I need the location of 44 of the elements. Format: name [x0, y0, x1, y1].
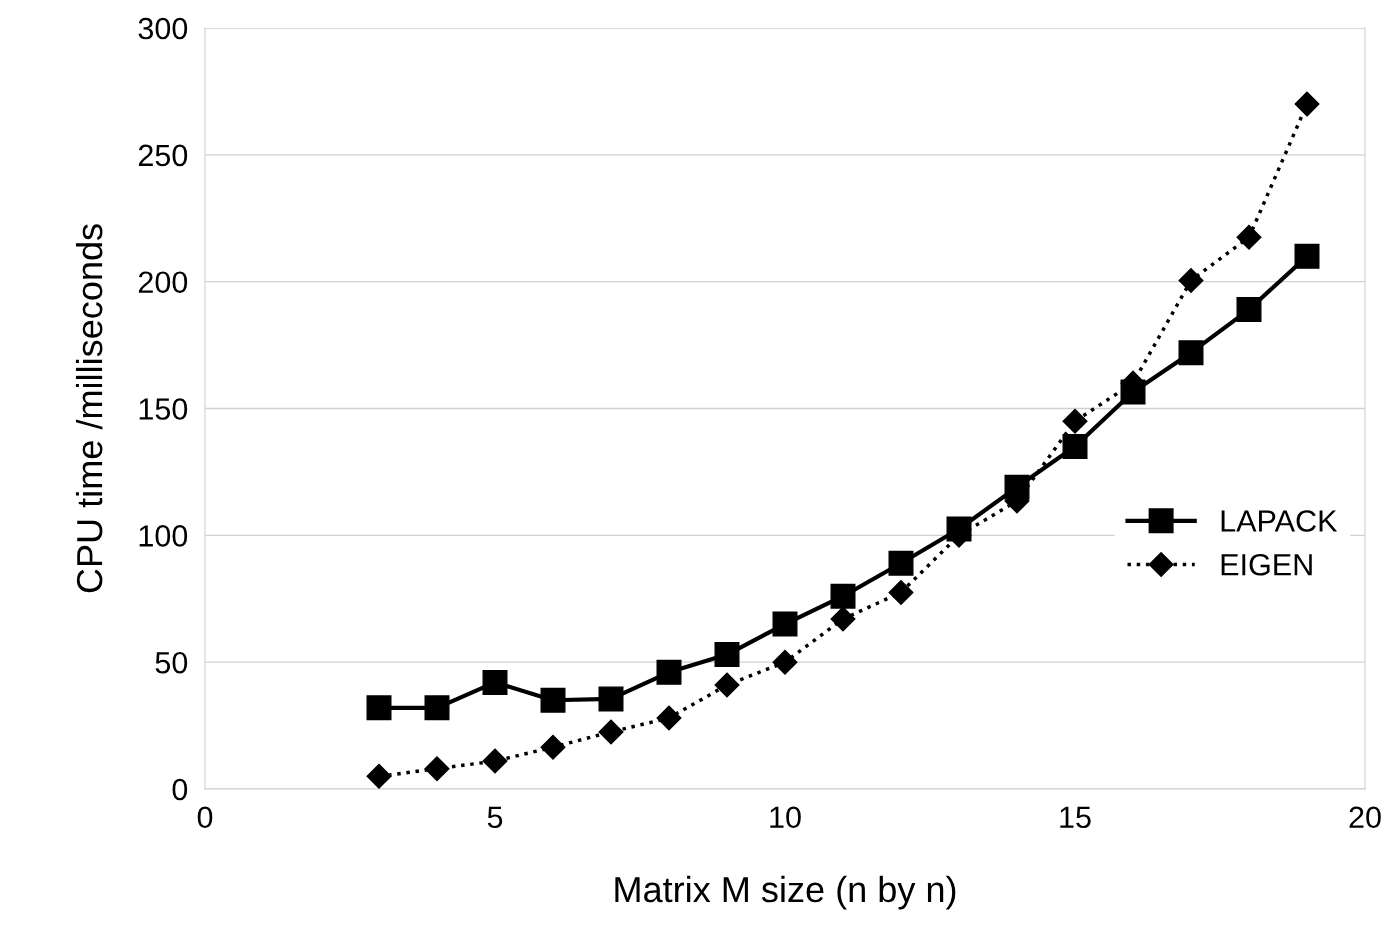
point [540, 687, 566, 713]
point [772, 611, 798, 637]
point [888, 579, 914, 605]
point [424, 756, 450, 782]
x-tick-label: 20 [1349, 806, 1381, 829]
y-tick-label: 200 [138, 271, 188, 294]
point [830, 606, 856, 632]
point [656, 705, 682, 731]
point [1294, 243, 1320, 269]
legend-label: LAPACK [1221, 510, 1338, 532]
point [1178, 340, 1204, 366]
point [540, 734, 566, 760]
x-tick-label: 15 [1060, 806, 1091, 829]
point [1062, 434, 1088, 460]
y-tick-label: 250 [138, 144, 188, 167]
y-tick-label: 100 [139, 525, 188, 547]
point [888, 550, 914, 576]
point [1062, 408, 1088, 434]
point [366, 763, 392, 789]
x-axis-title: Matrix M size (n by n) [615, 875, 956, 910]
y-tick-label: 0 [172, 778, 188, 801]
point [656, 659, 682, 685]
point [1236, 224, 1262, 250]
point [424, 695, 450, 721]
point [482, 748, 508, 774]
x-tick-label: 0 [197, 806, 213, 829]
legend-label: EIGEN [1221, 553, 1312, 576]
y-tick-label: 150 [139, 398, 188, 420]
point [1294, 91, 1320, 117]
point [772, 649, 798, 675]
point [1178, 267, 1204, 293]
point [598, 686, 624, 712]
point [366, 695, 392, 721]
point [714, 672, 740, 698]
point [830, 583, 856, 609]
y-tick-label: 50 [155, 651, 188, 674]
point [482, 669, 508, 695]
point [598, 719, 624, 745]
x-tick-label: 10 [770, 806, 801, 829]
y-axis-title: CPU time /milliseconds [75, 224, 103, 593]
point [1236, 297, 1262, 323]
x-tick-label: 5 [487, 806, 503, 829]
point [714, 642, 740, 668]
y-tick-label: 300 [138, 17, 188, 40]
